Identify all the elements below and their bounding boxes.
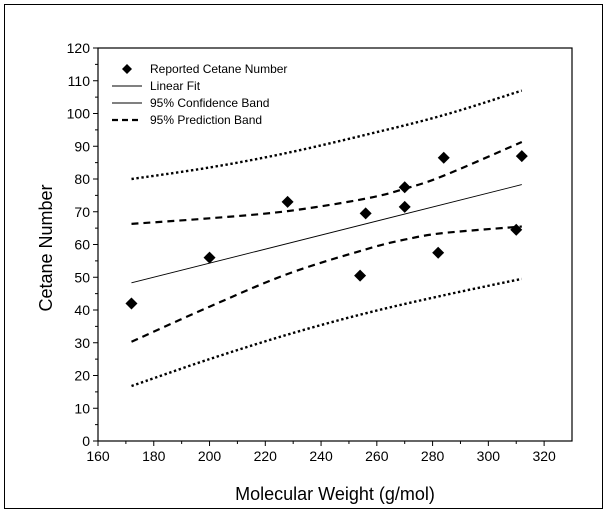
legend: Reported Cetane Number Linear Fit 95% Conf… <box>112 62 287 127</box>
data-point <box>510 223 523 236</box>
y-tick-label: 50 <box>74 269 90 285</box>
data-point <box>125 297 138 310</box>
x-tick-label: 200 <box>198 448 222 464</box>
y-tick-label: 20 <box>74 368 90 384</box>
y-tick-label: 60 <box>74 237 90 253</box>
y-tick-label: 100 <box>67 106 91 122</box>
data-point <box>398 200 411 213</box>
prediction-band-lower <box>131 277 523 388</box>
data-point <box>203 251 216 264</box>
x-tick-label: 240 <box>309 448 333 464</box>
data-point <box>432 246 445 259</box>
y-tick-label: 10 <box>74 400 90 416</box>
data-point <box>398 181 411 194</box>
y-tick-label: 120 <box>67 40 91 56</box>
confidence-band-upper <box>131 140 523 225</box>
confidence-band-lower <box>131 225 522 343</box>
legend-label: Linear Fit <box>150 79 201 93</box>
axes: 160 180 200 220 240 260 280 300 320 0 10 20 30 40 50 60… <box>67 40 556 464</box>
x-tick-label: 220 <box>254 448 278 464</box>
x-tick-label: 260 <box>365 448 389 464</box>
y-tick-label: 70 <box>74 204 90 220</box>
x-tick-label: 300 <box>477 448 501 464</box>
linear-fit-line <box>131 184 522 284</box>
y-tick-label: 0 <box>82 433 90 449</box>
y-tick-label: 110 <box>68 73 91 89</box>
y-tick-label: 90 <box>74 138 90 154</box>
y-tick-label: 80 <box>74 171 90 187</box>
y-tick-label: 40 <box>74 302 90 318</box>
legend-label: 95% Confidence Band <box>150 96 269 110</box>
x-tick-label: 160 <box>86 448 110 464</box>
x-tick-label: 280 <box>421 448 445 464</box>
x-axis-title: Molecular Weight (g/mol) <box>235 484 435 504</box>
y-tick-label: 30 <box>74 335 90 351</box>
x-tick-label: 180 <box>142 448 166 464</box>
legend-marker-points <box>122 64 132 74</box>
legend-label: 95% Prediction Band <box>150 113 262 127</box>
y-axis-title: Cetane Number <box>36 184 56 311</box>
data-point <box>281 195 294 208</box>
x-tick-label: 320 <box>532 448 556 464</box>
figure-frame <box>4 4 603 509</box>
data-point <box>359 207 372 220</box>
data-point <box>515 150 528 163</box>
series-layer <box>125 89 528 388</box>
data-point <box>354 269 367 282</box>
legend-label: Reported Cetane Number <box>150 62 287 76</box>
data-point <box>437 151 450 164</box>
